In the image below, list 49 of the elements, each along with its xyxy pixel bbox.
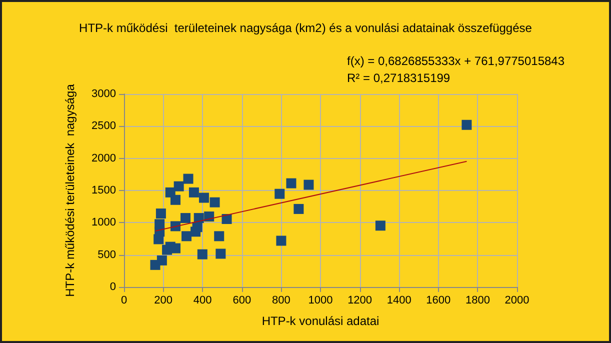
y-tick-label: 2500 [92,120,116,132]
point [286,178,296,188]
x-tick-label: 1800 [465,294,490,306]
point [294,204,304,214]
point [162,244,172,255]
x-tick-label: 1200 [348,294,372,306]
y-tick-label: 3000 [92,88,116,100]
x-tick-label: 200 [154,294,172,306]
text: R² = 0,2718315199 [347,71,450,85]
point [154,234,164,244]
point [190,226,201,237]
y-tick-label: 500 [98,248,116,261]
x-tick-label: 800 [272,294,290,306]
x-tick-label: 400 [193,294,212,306]
point [188,187,199,198]
point [183,174,194,184]
point [156,208,166,219]
chart-title: HTP-k működési területeinek nagysága (km2) és a vonulási adatainak összefüggése [79,21,532,35]
x-tick-label: 1400 [386,294,412,306]
point [197,249,208,260]
point [210,197,220,208]
point [274,188,285,199]
point [180,213,191,224]
point [222,214,232,224]
point [170,221,180,232]
point [204,211,214,222]
x-tick-label: 1000 [308,294,333,306]
point [198,192,209,203]
x-axis-title: HTP-k vonulási adatai [262,314,380,328]
y-tick-label: 1500 [92,184,116,196]
point [462,120,472,130]
y-tick-label: 0 [110,281,116,293]
x-tick-label: 2000 [504,294,530,306]
y-tick-label: 2000 [92,152,116,164]
point [276,236,286,246]
point [174,181,184,192]
point [181,231,192,242]
y-axis-title: HTP-k működési területeinek nagysága [63,84,77,297]
point [170,194,180,205]
point [150,260,160,270]
x-tick-label: 0 [120,294,128,306]
x-tick-label: 600 [232,294,252,306]
y-tick-label: 1000 [92,216,116,229]
point [214,231,224,242]
x-tick-label: 1600 [426,294,451,306]
point [304,180,314,190]
point [216,248,226,259]
text: f(x) = 0,6826855333x + 761,9775015843 [347,54,565,68]
point [375,220,386,231]
